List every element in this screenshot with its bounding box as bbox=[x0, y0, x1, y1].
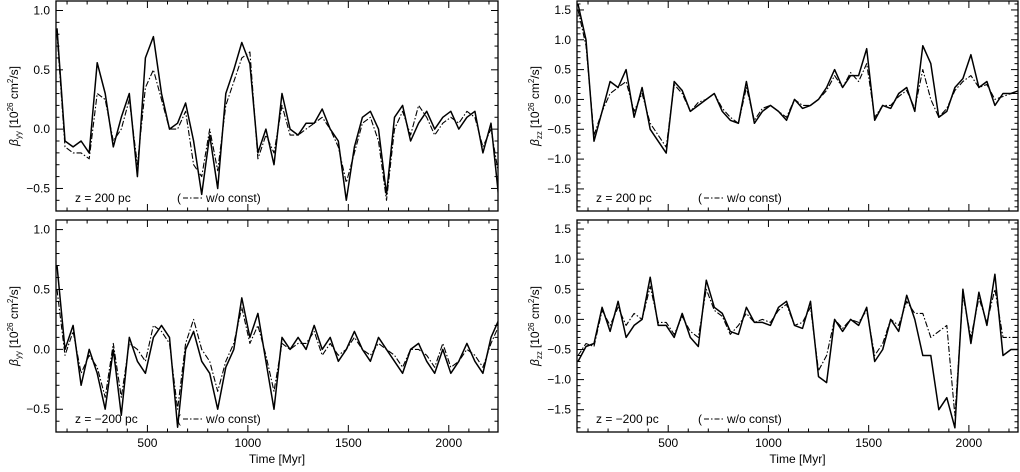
y-label-mid: cm bbox=[528, 83, 542, 102]
y-label-exp: 26 bbox=[6, 322, 15, 331]
y-label-post: /s] bbox=[7, 286, 21, 299]
y-label-exp2: 2 bbox=[527, 78, 536, 83]
series-group bbox=[577, 273, 1018, 429]
y-tick-label: −0.5 bbox=[26, 402, 50, 416]
x-tick-label: 1500 bbox=[855, 436, 882, 450]
x-tick-label: 1000 bbox=[755, 436, 782, 450]
series-with-const-line bbox=[56, 28, 498, 202]
y-label-exp: 26 bbox=[6, 102, 15, 111]
y-tick-label: −1.0 bbox=[547, 152, 571, 166]
y-tick-label: 1.5 bbox=[554, 222, 571, 236]
legend-label: w/o const) bbox=[726, 191, 782, 205]
y-tick-label: 0.5 bbox=[554, 282, 571, 296]
y-label-exp2: 2 bbox=[527, 298, 536, 303]
y-label-pre: [10 bbox=[528, 111, 542, 128]
y-label-sub: yy bbox=[14, 131, 23, 139]
y-label-sub: zz bbox=[535, 131, 544, 139]
y-axis-label: βyy [1026 cm2/s] bbox=[6, 286, 23, 367]
y-label-exp2: 2 bbox=[6, 298, 15, 303]
legend-paren: ( bbox=[177, 412, 181, 426]
panel-yy-bottom: −0.5 0.0 0.5 1.0 500 1000 1500 2000 Time [Myr] βy… bbox=[6, 219, 499, 466]
x-tick-label: 500 bbox=[137, 436, 157, 450]
series-without-const-line bbox=[577, 285, 1018, 417]
y-tick-label: 0.0 bbox=[554, 312, 571, 326]
y-tick-label: −0.5 bbox=[547, 122, 571, 136]
y-tick-label: −0.5 bbox=[26, 181, 50, 195]
legend-label: w/o const) bbox=[726, 412, 782, 426]
x-axis-label: Time [Myr] bbox=[249, 452, 305, 466]
series-with-const-line bbox=[577, 3, 1018, 154]
legend-paren: ( bbox=[177, 191, 181, 205]
y-label-exp: 26 bbox=[527, 102, 536, 111]
x-tick-label: 1500 bbox=[335, 436, 362, 450]
x-axis-label: Time [Myr] bbox=[769, 452, 825, 466]
y-label-symbol: β bbox=[528, 139, 542, 147]
y-tick-label: 0.5 bbox=[33, 63, 50, 77]
z-annotation: z = 200 pc bbox=[75, 191, 131, 205]
y-tick-label: 1.0 bbox=[33, 223, 50, 237]
y-tick-label: −1.5 bbox=[547, 182, 571, 196]
y-label-sub: zz bbox=[535, 351, 544, 359]
panel-zz-top: −1.5 −1.0 −0.5 0.0 0.5 1.0 1.5 βzz [1026 cm2/s] z… bbox=[527, 0, 1019, 212]
y-label-pre: [10 bbox=[7, 111, 21, 128]
y-label-pre: [10 bbox=[528, 331, 542, 348]
y-tick-label: −1.0 bbox=[547, 373, 571, 387]
y-tick-label: 0.5 bbox=[554, 63, 571, 77]
y-label-post: /s] bbox=[7, 66, 21, 79]
panel-zz-bottom: −1.5 −1.0 −0.5 0.0 0.5 1.0 1.5 500 1000 1500 2000 T… bbox=[527, 219, 1019, 466]
y-tick-label: 0.0 bbox=[33, 342, 50, 356]
series-group bbox=[577, 3, 1018, 154]
panel-yy-top: −0.5 0.0 0.5 1.0 βyy [1026 cm2/s] z = 200 pc ( w… bbox=[6, 0, 499, 212]
series-group bbox=[56, 265, 498, 428]
y-label-exp2: 2 bbox=[6, 78, 15, 83]
y-label-symbol: β bbox=[7, 139, 21, 147]
y-label-exp: 26 bbox=[527, 322, 536, 331]
series-with-const-line bbox=[577, 273, 1018, 429]
series-group bbox=[56, 28, 498, 202]
y-axis-label: βyy [1026 cm2/s] bbox=[6, 66, 23, 147]
y-tick-label: −1.5 bbox=[547, 403, 571, 417]
y-label-symbol: β bbox=[528, 359, 542, 367]
y-label-post: /s] bbox=[528, 286, 542, 299]
y-label-symbol: β bbox=[7, 359, 21, 367]
y-tick-label: 1.0 bbox=[554, 33, 571, 47]
x-tick-label: 2000 bbox=[435, 436, 462, 450]
y-label-mid: cm bbox=[7, 83, 21, 102]
y-tick-label: 0.0 bbox=[554, 92, 571, 106]
y-tick-label: 1.0 bbox=[554, 252, 571, 266]
z-annotation: z = −200 pc bbox=[596, 412, 659, 426]
plot-frame bbox=[55, 0, 499, 212]
plot-frame bbox=[576, 219, 1019, 433]
legend-label: w/o const) bbox=[205, 191, 261, 205]
y-tick-label: 1.5 bbox=[554, 3, 571, 17]
legend-paren: ( bbox=[698, 412, 702, 426]
series-without-const-line bbox=[56, 34, 498, 201]
y-tick-label: 1.0 bbox=[33, 3, 50, 17]
y-tick-label: −0.5 bbox=[547, 342, 571, 356]
x-tick-label: 500 bbox=[658, 436, 678, 450]
y-label-mid: cm bbox=[7, 303, 21, 322]
y-label-mid: cm bbox=[528, 303, 542, 322]
y-axis-label: βzz [1026 cm2/s] bbox=[527, 286, 544, 367]
plot-frame bbox=[576, 0, 1019, 212]
series-without-const-line bbox=[56, 289, 498, 410]
y-tick-label: 0.5 bbox=[33, 282, 50, 296]
y-label-pre: [10 bbox=[7, 331, 21, 348]
x-tick-label: 2000 bbox=[956, 436, 983, 450]
y-label-sub: yy bbox=[14, 351, 23, 359]
y-tick-label: 0.0 bbox=[33, 122, 50, 136]
y-axis-label: βzz [1026 cm2/s] bbox=[527, 66, 544, 147]
x-tick-label: 1000 bbox=[235, 436, 262, 450]
plot-frame bbox=[55, 219, 499, 433]
z-annotation: z = 200 pc bbox=[596, 191, 652, 205]
y-label-post: /s] bbox=[528, 66, 542, 79]
series-with-const-line bbox=[56, 265, 498, 428]
legend-label: w/o const) bbox=[205, 412, 261, 426]
z-annotation: z = −200 pc bbox=[75, 412, 138, 426]
series-without-const-line bbox=[577, 9, 1018, 148]
legend-paren: ( bbox=[698, 191, 702, 205]
